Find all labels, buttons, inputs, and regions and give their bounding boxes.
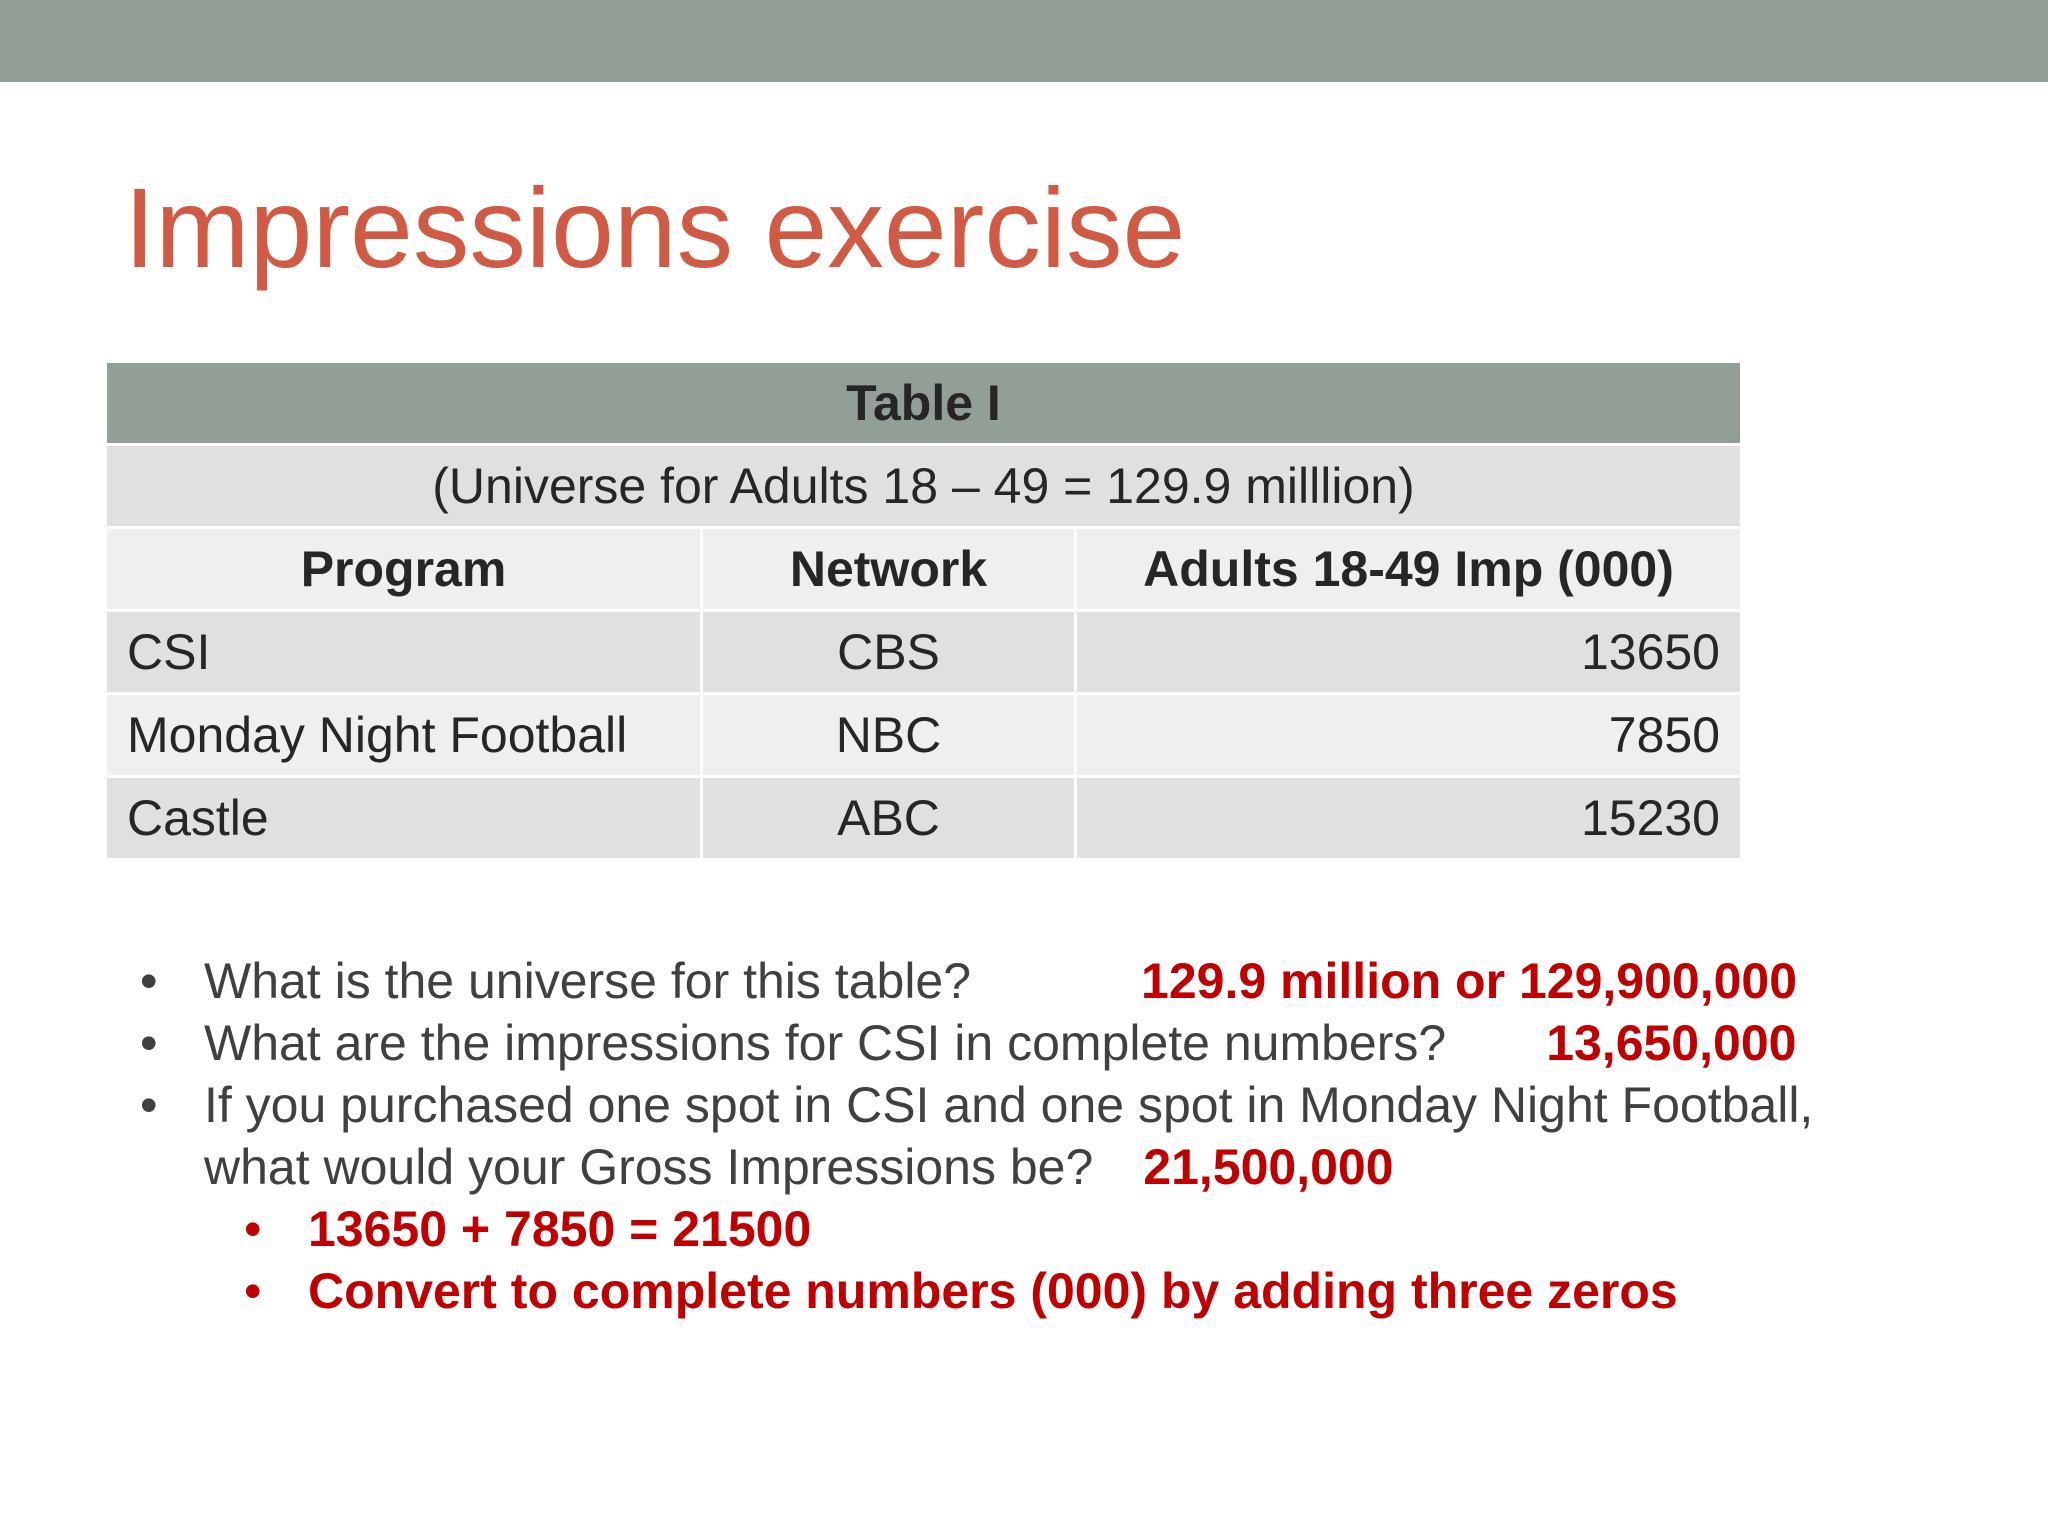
sub-point-item: • 13650 + 7850 = 21500 [244,1198,2020,1260]
cell-program: Castle [104,775,703,861]
cell-program: CSI [104,609,703,695]
bullet-icon: • [244,1201,262,1257]
table-row: Monday Night Football NBC 7850 [104,692,1743,778]
question-text-line2: what would your Gross Impressions be? [204,1139,1094,1195]
header-program: Program [104,526,703,612]
bullet-icon: • [140,1077,158,1133]
sub-point-text: Convert to complete numbers (000) by add… [308,1263,1678,1319]
cell-impressions: 7850 [1074,692,1743,778]
question-text: What are the impressions for CSI in comp… [204,1015,1447,1071]
question-text: What is the universe for this table? [204,953,972,1009]
top-accent-bar [0,0,2048,82]
answer-text: 21,500,000 [1143,1139,1394,1195]
cell-program: Monday Night Football [104,692,703,778]
question-continuation: what would your Gross Impressions be? 21,… [140,1136,2020,1198]
bullet-icon: • [140,953,158,1009]
slide-title: Impressions exercise [124,165,1186,291]
question-item: • What is the universe for this table? 12… [140,950,2020,1012]
sub-point-item: • Convert to complete numbers (000) by a… [244,1260,2020,1322]
header-network: Network [700,526,1077,612]
answer-text: 13,650,000 [1546,1015,1797,1071]
question-text-line1: If you purchased one spot in CSI and one… [204,1077,1814,1133]
table-title: Table I [104,360,1743,446]
question-item: • What are the impressions for CSI in co… [140,1012,2020,1074]
cell-network: ABC [700,775,1077,861]
answer-text: 129.9 million or 129,900,000 [1141,953,1798,1009]
bullet-icon: • [140,1015,158,1071]
table-row: CSI CBS 13650 [104,609,1743,695]
sub-point-text: 13650 + 7850 = 21500 [308,1201,812,1257]
sub-point-list: • 13650 + 7850 = 21500 • Convert to comp… [140,1198,2020,1322]
universe-note: (Universe for Adults 18 – 49 = 129.9 mil… [104,443,1743,529]
question-list: • What is the universe for this table? 12… [140,950,2020,1322]
question-item: • If you purchased one spot in CSI and o… [140,1074,2020,1136]
cell-impressions: 13650 [1074,609,1743,695]
table-row: Castle ABC 15230 [104,775,1743,861]
cell-network: NBC [700,692,1077,778]
impressions-table: Table I (Universe for Adults 18 – 49 = 1… [104,360,1743,861]
header-impressions: Adults 18-49 Imp (000) [1074,526,1743,612]
bullet-icon: • [244,1263,262,1319]
cell-network: CBS [700,609,1077,695]
cell-impressions: 15230 [1074,775,1743,861]
